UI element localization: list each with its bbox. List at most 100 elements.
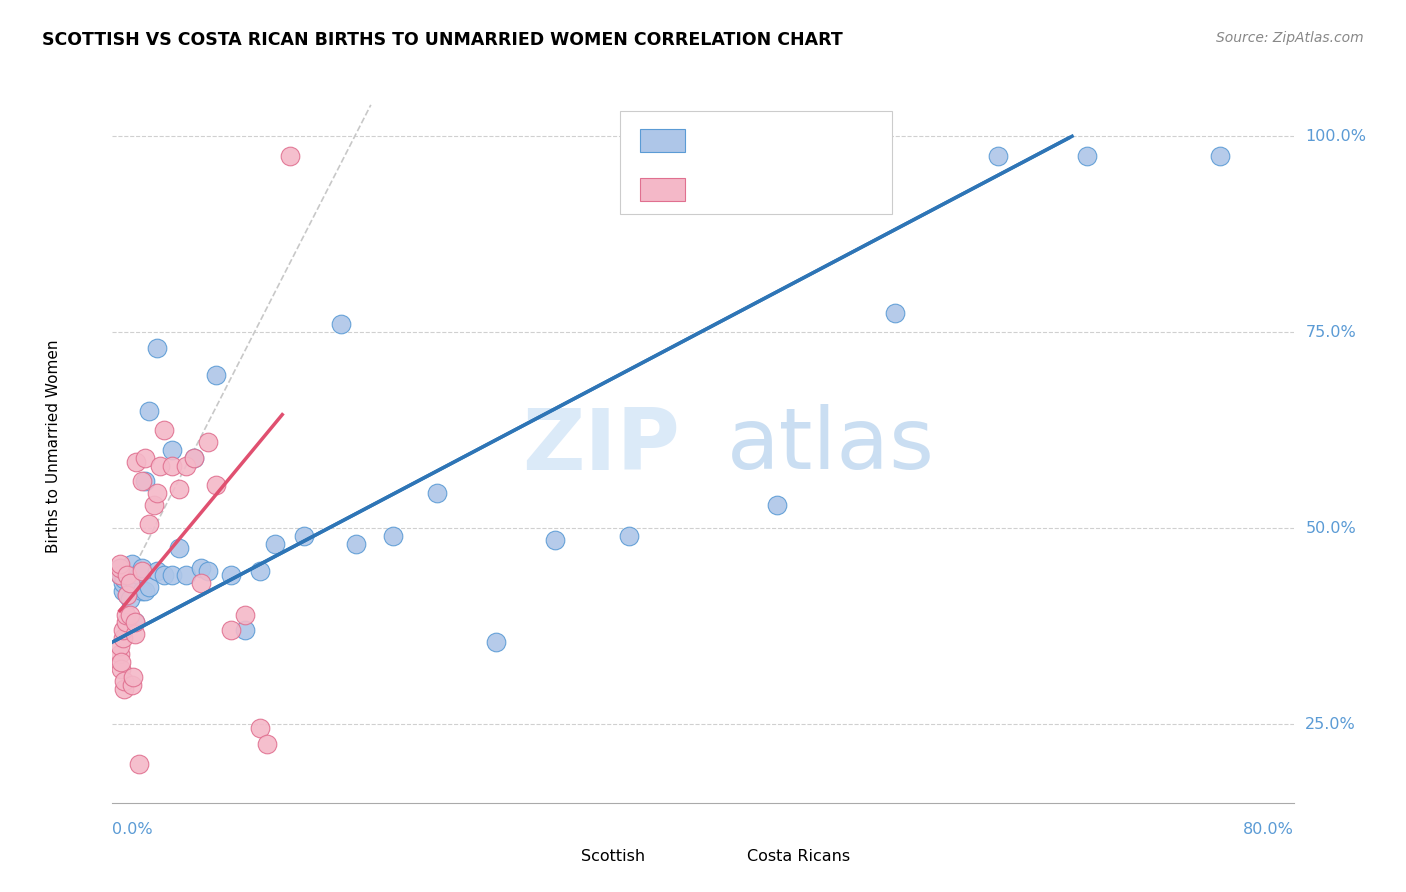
Text: R = 0.314: R = 0.314 bbox=[699, 180, 786, 198]
Point bbox=[110, 663, 132, 677]
Text: Source: ZipAtlas.com: Source: ZipAtlas.com bbox=[1216, 31, 1364, 45]
Text: 50.0%: 50.0% bbox=[1305, 521, 1355, 536]
Point bbox=[124, 576, 146, 591]
Point bbox=[219, 624, 242, 638]
Point bbox=[111, 624, 134, 638]
Point bbox=[114, 615, 136, 630]
Point bbox=[344, 537, 367, 551]
Text: Costa Ricans: Costa Ricans bbox=[747, 849, 849, 863]
Text: ZIP: ZIP bbox=[522, 404, 679, 488]
Point bbox=[122, 670, 145, 684]
Point bbox=[197, 435, 219, 450]
Point bbox=[205, 478, 228, 492]
Point bbox=[197, 565, 219, 579]
Point bbox=[183, 450, 205, 465]
Point bbox=[292, 529, 315, 543]
Point bbox=[146, 565, 169, 579]
Text: SCOTTISH VS COSTA RICAN BIRTHS TO UNMARRIED WOMEN CORRELATION CHART: SCOTTISH VS COSTA RICAN BIRTHS TO UNMARR… bbox=[42, 31, 844, 49]
Point bbox=[264, 537, 287, 551]
Point bbox=[256, 737, 278, 751]
Point bbox=[153, 423, 176, 437]
Point bbox=[146, 486, 169, 500]
Point bbox=[117, 568, 138, 582]
Point bbox=[108, 568, 131, 582]
Point bbox=[121, 557, 143, 571]
Point bbox=[131, 584, 153, 599]
Point bbox=[987, 149, 1010, 163]
Point bbox=[120, 607, 142, 622]
Point bbox=[249, 565, 271, 579]
Point bbox=[153, 568, 176, 582]
Point bbox=[108, 647, 131, 661]
Text: Births to Unmarried Women: Births to Unmarried Women bbox=[46, 339, 60, 553]
Point bbox=[190, 576, 212, 591]
Point bbox=[278, 149, 301, 163]
Point bbox=[1076, 149, 1098, 163]
Point bbox=[884, 306, 907, 320]
Point bbox=[108, 568, 131, 582]
Point bbox=[233, 624, 256, 638]
Point bbox=[142, 498, 165, 512]
Text: atlas: atlas bbox=[727, 404, 935, 488]
Point bbox=[619, 529, 641, 543]
Point bbox=[426, 486, 449, 500]
Text: N = 43: N = 43 bbox=[817, 180, 879, 198]
Point bbox=[160, 568, 183, 582]
Point bbox=[128, 568, 150, 582]
Point bbox=[190, 560, 212, 574]
Point bbox=[134, 584, 156, 599]
Point bbox=[330, 318, 353, 332]
Point bbox=[249, 721, 271, 735]
Point bbox=[138, 580, 160, 594]
FancyBboxPatch shape bbox=[620, 111, 891, 214]
Point bbox=[108, 560, 131, 574]
Point bbox=[112, 682, 135, 697]
Point bbox=[131, 475, 153, 489]
Point bbox=[149, 458, 172, 473]
Point bbox=[108, 639, 131, 653]
Text: R = 0.610: R = 0.610 bbox=[699, 132, 787, 150]
Point bbox=[134, 475, 156, 489]
Point bbox=[146, 341, 169, 355]
Point bbox=[111, 576, 134, 591]
Point bbox=[114, 607, 136, 622]
Text: 80.0%: 80.0% bbox=[1243, 822, 1294, 838]
Point bbox=[108, 565, 131, 579]
Point bbox=[124, 627, 146, 641]
Point bbox=[120, 576, 142, 591]
Point bbox=[138, 517, 160, 532]
Point bbox=[134, 450, 156, 465]
Point bbox=[111, 631, 134, 645]
Point bbox=[112, 572, 135, 586]
Point bbox=[1208, 149, 1232, 163]
Point bbox=[160, 458, 183, 473]
Point bbox=[111, 584, 134, 599]
Point bbox=[167, 482, 190, 496]
Text: N = 48: N = 48 bbox=[817, 132, 879, 150]
FancyBboxPatch shape bbox=[640, 129, 685, 152]
Point bbox=[183, 450, 205, 465]
Point bbox=[112, 674, 135, 689]
Point bbox=[766, 498, 789, 512]
Point bbox=[167, 541, 190, 555]
Text: 100.0%: 100.0% bbox=[1305, 128, 1367, 144]
Text: 25.0%: 25.0% bbox=[1305, 717, 1355, 731]
FancyBboxPatch shape bbox=[550, 846, 575, 867]
Point bbox=[219, 568, 242, 582]
Point bbox=[110, 655, 132, 669]
Point bbox=[174, 568, 197, 582]
Point bbox=[117, 588, 138, 602]
Point bbox=[108, 560, 131, 574]
Point bbox=[117, 568, 138, 582]
Text: 0.0%: 0.0% bbox=[112, 822, 153, 838]
FancyBboxPatch shape bbox=[640, 178, 685, 201]
Point bbox=[544, 533, 567, 547]
Text: Scottish: Scottish bbox=[581, 849, 645, 863]
Point bbox=[121, 678, 143, 692]
Point bbox=[128, 756, 150, 771]
Text: 75.0%: 75.0% bbox=[1305, 325, 1355, 340]
Point bbox=[233, 607, 256, 622]
Point bbox=[120, 568, 142, 582]
Point bbox=[124, 615, 146, 630]
Point bbox=[382, 529, 405, 543]
